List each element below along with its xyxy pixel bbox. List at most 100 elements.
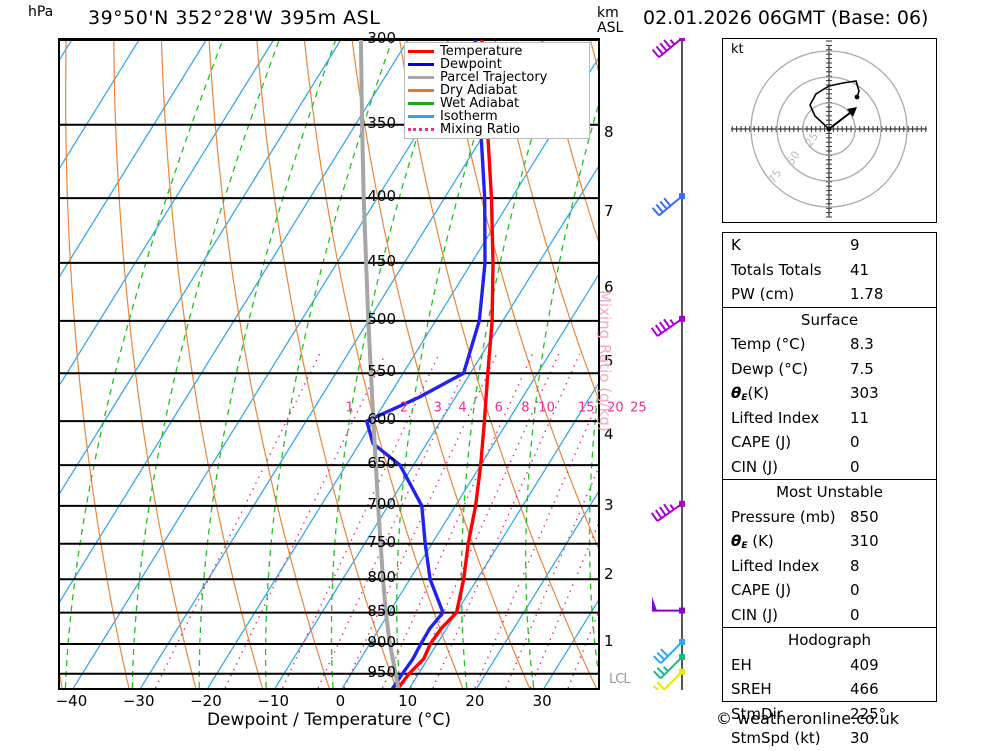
height-tick-6: 6	[604, 277, 614, 296]
svg-text:25: 25	[802, 130, 821, 149]
info-row-label: Lifted Index	[731, 556, 820, 575]
temp-tick--40: −40	[55, 692, 88, 710]
legend-swatch-icon	[408, 115, 434, 118]
svg-text:75: 75	[766, 167, 785, 186]
legend-item-dry-adiabat: Dry Adiabat	[408, 84, 586, 97]
info-row: Dewp (°C) 7.5	[723, 357, 936, 382]
pressure-tick-800: 800	[367, 568, 396, 587]
info-row-value: 225°	[850, 704, 887, 723]
info-row-value: 0	[850, 457, 860, 476]
temp-tick-30: 30	[532, 692, 552, 710]
lcl-marker-label: LCL	[609, 672, 631, 687]
height-unit-line1: km	[597, 5, 619, 21]
info-row-value: 466	[850, 680, 879, 698]
info-section-title: Surface	[800, 310, 859, 329]
info-row-value: 7.5	[850, 359, 874, 378]
info-row-value: 1.78	[850, 285, 884, 303]
info-row-label: Dewp (°C)	[731, 359, 809, 378]
legend-swatch-icon	[408, 128, 434, 131]
wind-barb-column	[650, 35, 714, 694]
temp-tick--30: −30	[122, 692, 155, 710]
height-tick-1: 1	[604, 632, 614, 651]
mixing-ratio-label-1: 1	[345, 400, 354, 416]
info-section-title: Hodograph	[787, 631, 872, 649]
height-tick-7: 7	[604, 201, 614, 220]
mixing-ratio-label-4: 4	[458, 400, 467, 416]
info-row-label: CAPE (J)	[731, 433, 792, 451]
info-row-label: Temp (°C)	[731, 335, 806, 353]
info-row-label: Pressure (mb)	[731, 507, 836, 526]
legend: Temperature Dewpoint Parcel Trajectory Dry …	[404, 42, 590, 139]
pressure-tick-400: 400	[367, 187, 396, 206]
pressure-tick-850: 850	[367, 601, 396, 620]
legend-item-mixing-ratio: Mixing Ratio	[408, 123, 586, 136]
sounding-indices-panel: K 9 Totals Totals 41 PW (cm) 1.78 Surface Temp …	[722, 232, 937, 747]
mixing-ratio-label-10: 10	[538, 400, 555, 416]
info-section-most-unstable: Most Unstable Pressure (mb) 850 θE (K) 310 Li…	[723, 480, 936, 628]
height-tick-5: 5	[604, 352, 614, 371]
info-row: CIN (J) 0	[723, 603, 936, 628]
page-title: 39°50'N 352°28'W 395m ASL	[88, 7, 381, 29]
mixing-ratio-label-20: 20	[607, 400, 624, 416]
height-tick-8: 8	[604, 123, 614, 142]
copyright-notice: © weatheronline.co.uk	[716, 709, 899, 728]
info-section-hodograph: Hodograph EH 409 SREH 466 StmDir 225° StmSpd (k…	[723, 628, 936, 751]
info-row-value: 0	[850, 581, 860, 599]
run-timestamp: 02.01.2026 06GMT (Base: 06)	[643, 7, 929, 29]
pressure-tick-750: 750	[367, 532, 396, 551]
pressure-tick-950: 950	[367, 662, 396, 681]
info-row-value: 30	[850, 729, 870, 747]
info-row-label: SREH	[731, 680, 772, 698]
info-row-value: 41	[850, 260, 870, 279]
info-row-label: CIN (J)	[731, 605, 779, 624]
info-row-label: K	[731, 236, 741, 254]
info-section-surface: Surface Temp (°C) 8.3 Dewp (°C) 7.5 θE(K) 303 L…	[723, 308, 936, 480]
info-row-label: CAPE (J)	[731, 581, 792, 599]
pressure-tick-350: 350	[367, 113, 396, 132]
mixing-ratio-label-15: 15	[577, 400, 595, 416]
info-row-value: 11	[850, 408, 870, 427]
info-row: Pressure (mb) 850	[723, 505, 936, 530]
skewt-diagram[interactable]	[58, 38, 600, 690]
pressure-tick-550: 550	[367, 362, 396, 381]
height-unit-label: km ASL	[597, 6, 623, 36]
mixing-ratio-label-8: 8	[521, 400, 530, 416]
info-row: Lifted Index 11	[723, 406, 936, 431]
info-row-value: 0	[850, 433, 860, 451]
mixing-ratio-label-2: 2	[399, 400, 409, 416]
info-row-value: 303	[850, 384, 879, 402]
pressure-tick-700: 700	[367, 494, 396, 513]
legend-item-label: Mixing Ratio	[440, 122, 521, 137]
info-row-label: Lifted Index	[731, 408, 820, 427]
mixing-ratio-axis-title: Mixing Ratio (g/kg)	[596, 290, 614, 432]
legend-swatch-icon	[408, 76, 434, 79]
legend-item-label: Temperature	[440, 44, 523, 59]
temp-tick-20: 20	[465, 692, 485, 710]
info-row-label: Totals Totals	[731, 260, 822, 279]
wind-barb-canvas	[650, 35, 685, 694]
x-axis-title: Dewpoint / Temperature (°C)	[206, 710, 452, 730]
temp-tick--20: −20	[190, 692, 222, 710]
info-row-label: StmSpd (kt)	[731, 729, 821, 747]
height-tick-4: 4	[604, 424, 614, 443]
info-row: StmSpd (kt) 30	[723, 726, 936, 751]
hodograph-panel[interactable]: kt 25 50 75	[722, 38, 937, 223]
info-row-label: EH	[731, 655, 752, 674]
legend-swatch-icon	[408, 50, 434, 53]
info-row: CAPE (J) 0	[723, 430, 936, 455]
legend-item-label: Wet Adiabat	[440, 96, 520, 111]
info-section-general: K 9 Totals Totals 41 PW (cm) 1.78	[723, 233, 936, 308]
info-section-title: Most Unstable	[776, 483, 883, 501]
info-row-label: PW (cm)	[731, 285, 795, 303]
pressure-tick-300: 300	[367, 29, 396, 47]
height-unit-line2: ASL	[597, 20, 624, 36]
info-row-value: 409	[850, 655, 879, 674]
info-row: SREH 466	[723, 677, 936, 702]
pressure-tick-650: 650	[367, 454, 396, 473]
info-row: Totals Totals 41	[723, 258, 936, 283]
legend-item-dewpoint: Dewpoint	[408, 58, 586, 71]
info-row: θE (K) 310	[723, 529, 936, 554]
height-tick-2: 2	[604, 564, 614, 583]
temp-tick-10: 10	[398, 692, 418, 710]
temp-tick-0: 0	[335, 692, 346, 710]
